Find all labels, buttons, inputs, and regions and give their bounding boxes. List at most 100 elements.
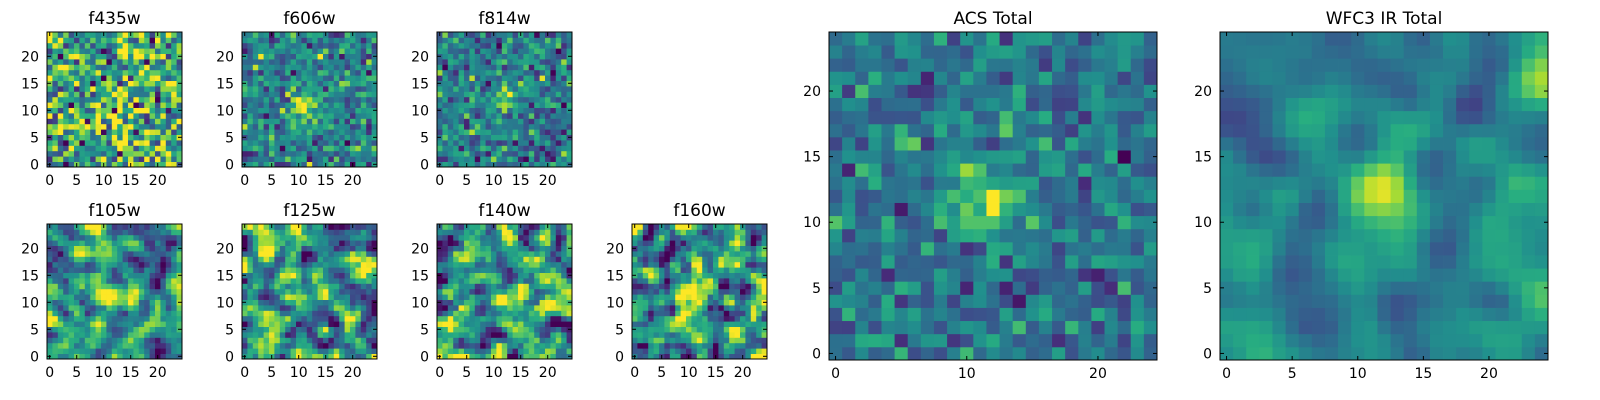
heatmap-cell xyxy=(74,118,80,125)
y-tick-label: 0 xyxy=(225,157,234,173)
heatmap-cell xyxy=(485,59,492,65)
heatmap-cell xyxy=(90,342,96,349)
heatmap-cell xyxy=(63,113,69,119)
heatmap-cell xyxy=(133,42,140,49)
heatmap-cell xyxy=(485,123,492,130)
heatmap-cell xyxy=(371,348,378,354)
heatmap-cell xyxy=(106,353,113,360)
heatmap-cell xyxy=(171,86,177,92)
heatmap-cell xyxy=(642,229,649,236)
heatmap-cell xyxy=(713,251,719,257)
heatmap-cell xyxy=(1078,307,1092,322)
heatmap-cell xyxy=(691,348,698,354)
heatmap-cell xyxy=(165,348,172,354)
heatmap-cell xyxy=(350,64,356,71)
heatmap-cell xyxy=(485,161,492,168)
heatmap-cell xyxy=(718,353,725,360)
heatmap-cell xyxy=(155,245,161,252)
heatmap-cell xyxy=(312,310,318,317)
heatmap-cell xyxy=(453,150,459,157)
heatmap-cell xyxy=(312,156,318,162)
heatmap-cell xyxy=(312,102,318,108)
heatmap-cell xyxy=(344,267,351,273)
heatmap-cell xyxy=(761,310,768,317)
heatmap-cell xyxy=(518,267,524,273)
heatmap-cell xyxy=(464,129,470,135)
heatmap-cell xyxy=(333,294,340,300)
heatmap-cell xyxy=(447,251,454,257)
heatmap-cell xyxy=(160,288,167,295)
heatmap-cell xyxy=(360,37,367,44)
heatmap-cell xyxy=(512,299,519,306)
heatmap-cell xyxy=(756,321,762,327)
heatmap-cell xyxy=(947,215,961,230)
heatmap-cell xyxy=(247,156,254,162)
heatmap-cell xyxy=(507,86,513,92)
heatmap-cell xyxy=(523,91,530,98)
heatmap-cell xyxy=(469,294,476,300)
heatmap-cell xyxy=(279,267,286,273)
heatmap-cell xyxy=(296,272,302,279)
heatmap-cell xyxy=(138,75,145,81)
heatmap-cell xyxy=(474,348,481,354)
heatmap-cell xyxy=(312,129,318,135)
x-tick-label: 20 xyxy=(344,365,362,381)
heatmap-cell xyxy=(317,140,324,146)
heatmap-cell xyxy=(258,348,264,354)
heatmap-cell xyxy=(756,267,762,273)
heatmap-cell xyxy=(328,86,335,92)
heatmap-cell xyxy=(306,86,313,92)
heatmap-cell xyxy=(274,342,281,349)
heatmap-cell xyxy=(507,134,513,141)
heatmap-cell xyxy=(68,156,75,162)
heatmap-cell xyxy=(894,241,909,256)
heatmap-cell xyxy=(68,134,75,141)
x-tick-label: 20 xyxy=(539,173,557,189)
heatmap-cell xyxy=(339,283,345,290)
heatmap-cell xyxy=(664,245,671,252)
heatmap-cell xyxy=(550,129,557,135)
heatmap-cell xyxy=(933,333,948,348)
heatmap-cell xyxy=(274,113,281,119)
heatmap-cell xyxy=(279,234,286,241)
heatmap-cell xyxy=(160,102,167,108)
heatmap-cell xyxy=(57,64,64,71)
heatmap-cell xyxy=(160,69,167,76)
heatmap-cell xyxy=(317,332,324,338)
heatmap-cell xyxy=(480,342,486,349)
heatmap-cell xyxy=(539,96,546,103)
heatmap-cell xyxy=(144,353,150,360)
heatmap-cell xyxy=(740,321,746,327)
heatmap-cell xyxy=(52,278,59,284)
heatmap-cell xyxy=(458,332,465,338)
heatmap-cell xyxy=(442,310,449,317)
y-tick-label: 10 xyxy=(411,295,429,311)
heatmap-cell xyxy=(480,224,486,230)
heatmap-cell xyxy=(57,240,64,246)
heatmap-cell xyxy=(274,305,281,311)
heatmap-cell xyxy=(1104,163,1119,177)
heatmap-cell xyxy=(447,224,454,230)
heatmap-cell xyxy=(507,64,513,71)
heatmap-cell xyxy=(160,299,167,306)
heatmap-cell xyxy=(555,42,562,49)
heatmap-cell xyxy=(301,129,308,135)
heatmap-cell xyxy=(745,283,752,290)
heatmap-cell xyxy=(464,278,470,284)
heatmap-cell xyxy=(442,288,449,295)
heatmap-cell xyxy=(566,69,573,76)
heatmap-cell xyxy=(144,118,150,125)
heatmap-cell xyxy=(344,129,351,135)
heatmap-cell xyxy=(550,140,557,146)
heatmap-cell xyxy=(474,261,481,268)
heatmap-cell xyxy=(523,348,530,354)
heatmap-cell xyxy=(723,272,730,279)
heatmap-cell xyxy=(95,80,102,87)
heatmap-cell xyxy=(496,337,503,344)
heatmap-cell xyxy=(761,224,768,230)
heatmap-cell xyxy=(539,91,546,98)
heatmap-cell xyxy=(740,278,746,284)
heatmap-cell xyxy=(550,107,557,114)
heatmap-cell xyxy=(371,234,378,241)
heatmap-cell xyxy=(306,145,313,152)
